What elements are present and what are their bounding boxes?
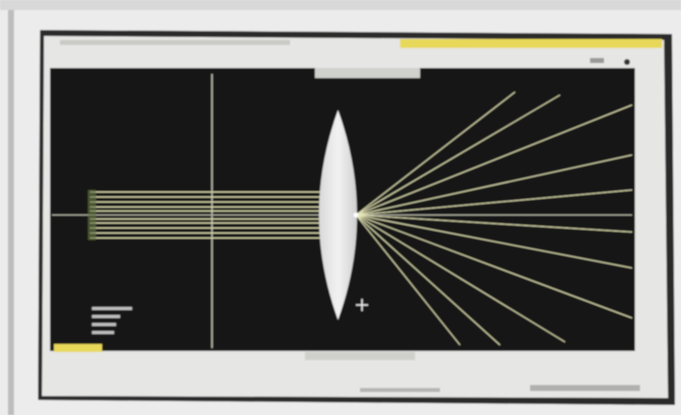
- left-edge: [8, 10, 14, 415]
- incoming-rays: [90, 191, 322, 239]
- menu-bar: [60, 40, 290, 45]
- outgoing-rays: [355, 91, 633, 346]
- cursor: [356, 299, 368, 311]
- source: [88, 190, 96, 240]
- info-block: [92, 307, 132, 334]
- bottom-control: [305, 352, 415, 360]
- top-strip: [0, 0, 681, 10]
- taskbar-item: [360, 388, 440, 392]
- window-control: [590, 58, 604, 63]
- title-bar-highlight: [400, 39, 662, 48]
- status-highlight: [54, 344, 102, 352]
- taskbar-tray: [530, 385, 640, 391]
- lens: [319, 110, 357, 320]
- top-control: [315, 68, 420, 78]
- focal-point: [353, 212, 359, 218]
- window-control: [624, 59, 630, 65]
